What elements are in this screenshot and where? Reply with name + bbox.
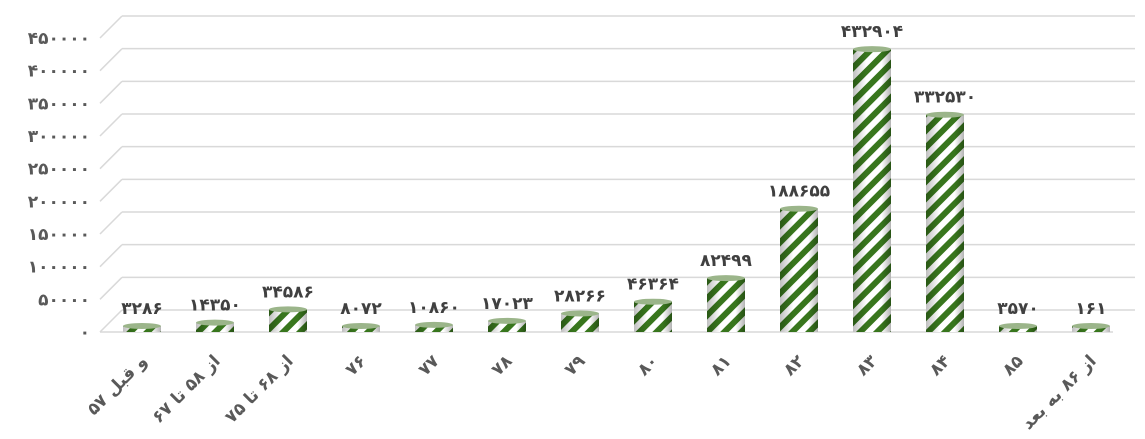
- x-tick-label: ۷۸: [488, 351, 517, 380]
- bar: [561, 310, 599, 332]
- y-axis: ۰ ۵۰۰۰۰ ۱۰۰۰۰۰ ۱۵۰۰۰۰ ۲۰۰۰۰۰ ۲۵۰۰۰۰ ۳۰۰۰۰۰ ۳۵۰۰…: [28, 29, 90, 343]
- y-tick-label: ۲۵۰۰۰۰: [28, 160, 90, 180]
- bar: [707, 275, 745, 332]
- y-tick-label: ۲۰۰۰۰۰: [28, 192, 90, 212]
- gridline-diag: [99, 146, 123, 170]
- bar-top: [415, 321, 453, 328]
- bar-top: [853, 46, 891, 53]
- bar: [634, 298, 672, 332]
- gridline-diag: [99, 15, 123, 39]
- bar-shade: [780, 208, 818, 332]
- x-tick-label: ۷۶: [342, 351, 371, 380]
- bar-top: [196, 319, 234, 326]
- data-label: ۱۶۱: [1075, 299, 1106, 319]
- data-labels: ۳۲۸۶ ۱۴۳۵۰ ۳۴۵۸۶ ۸۰۷۲ ۱۰۸۶۰ ۱۷۰۲۳ ۲۸۲۶۶ ۴۶۳۶۴ ۸۲…: [121, 22, 1106, 319]
- gridline-diag: [99, 276, 123, 300]
- y-tick-label: ۴۰۰۰۰۰: [28, 62, 90, 82]
- y-tick-label: ۳۵۰۰۰۰: [28, 94, 90, 114]
- x-tick-label: ۷۷: [415, 351, 444, 380]
- gridline-diag: [99, 244, 123, 268]
- bar-top: [561, 310, 599, 317]
- bar-top: [634, 298, 672, 305]
- bar: [926, 111, 964, 332]
- bar-top: [707, 275, 745, 282]
- bar-shade: [269, 309, 307, 332]
- data-label: ۱۷۰۲۳: [481, 294, 534, 314]
- bar-shade: [561, 313, 599, 332]
- bar-top: [1072, 323, 1110, 329]
- data-label: ۱۰۸۶۰: [408, 298, 460, 318]
- bar-shade: [488, 320, 526, 332]
- bar: [269, 306, 307, 332]
- data-label: ۴۶۳۶۴: [627, 275, 679, 295]
- bar-top: [488, 317, 526, 324]
- data-label: ۳۳۲۵۳۰: [914, 88, 976, 108]
- bar-shade: [415, 324, 453, 332]
- bar: [853, 46, 891, 333]
- x-tick-label: از ۸۶ به بعد: [1018, 351, 1100, 433]
- bar: [415, 321, 453, 332]
- bar-shade: [196, 322, 234, 332]
- y-tick-label: ۵۰۰۰۰: [38, 290, 90, 310]
- y-tick-label: ۱۵۰۰۰۰: [28, 225, 90, 245]
- bar: [123, 323, 161, 332]
- bars: [123, 46, 1110, 333]
- bar-top: [999, 323, 1037, 329]
- y-tick-label: ۰: [80, 323, 90, 343]
- data-label: ۴۳۲۹۰۴: [841, 22, 903, 42]
- y-tick-label: ۱۰۰۰۰۰: [28, 258, 90, 278]
- data-label: ۳۲۸۶: [121, 299, 163, 319]
- y-tick-label: ۴۵۰۰۰۰: [28, 29, 90, 49]
- data-label: ۸۰۷۲: [340, 299, 382, 319]
- x-tick-label: ۷۹: [561, 351, 590, 380]
- y-tick-label: ۳۰۰۰۰۰: [28, 127, 90, 147]
- bar: [342, 323, 380, 332]
- x-tick-label: ۸۴: [926, 351, 955, 380]
- data-label: ۱۴۳۵۰: [189, 296, 241, 316]
- bar-top: [926, 111, 964, 118]
- x-tick-label: ۸۲: [780, 351, 809, 380]
- bar-top: [342, 323, 380, 329]
- x-tick-label: ۸۱: [707, 351, 736, 380]
- data-label: ۳۵۷۰: [997, 299, 1039, 319]
- bar: [488, 317, 526, 332]
- bar: [1072, 323, 1110, 332]
- gridline-diag: [99, 113, 123, 137]
- gridline-diag: [99, 48, 123, 72]
- bar-shade: [634, 301, 672, 332]
- bar: [780, 205, 818, 332]
- bar-shade: [926, 114, 964, 332]
- gridline-diag: [99, 80, 123, 104]
- gridlines: [99, 15, 1135, 333]
- bar-top: [780, 205, 818, 212]
- data-label: ۱۸۸۶۵۵: [768, 182, 830, 202]
- x-tick-label: ۸۰: [634, 351, 663, 380]
- gridline-diag: [99, 211, 123, 235]
- x-tick-label: از ۶۸ تا ۷۵: [221, 351, 297, 427]
- x-tick-label: ۵۷ و قبل: [83, 351, 151, 419]
- bar-top: [123, 323, 161, 329]
- x-tick-label: ۸۵: [999, 351, 1028, 380]
- x-tick-label: ۸۳: [853, 351, 882, 380]
- gridline-diag: [99, 309, 123, 333]
- data-label: ۳۴۵۸۶: [262, 282, 314, 302]
- bar-top: [269, 306, 307, 313]
- data-label: ۸۲۴۹۹: [700, 251, 753, 271]
- bar-shade: [707, 278, 745, 332]
- gridline-diag: [99, 178, 123, 202]
- bar-shade: [853, 49, 891, 333]
- data-label: ۲۸۲۶۶: [554, 287, 606, 307]
- bar: [999, 323, 1037, 332]
- bar: [196, 319, 234, 332]
- x-tick-label: از ۵۸ تا ۶۷: [148, 351, 224, 427]
